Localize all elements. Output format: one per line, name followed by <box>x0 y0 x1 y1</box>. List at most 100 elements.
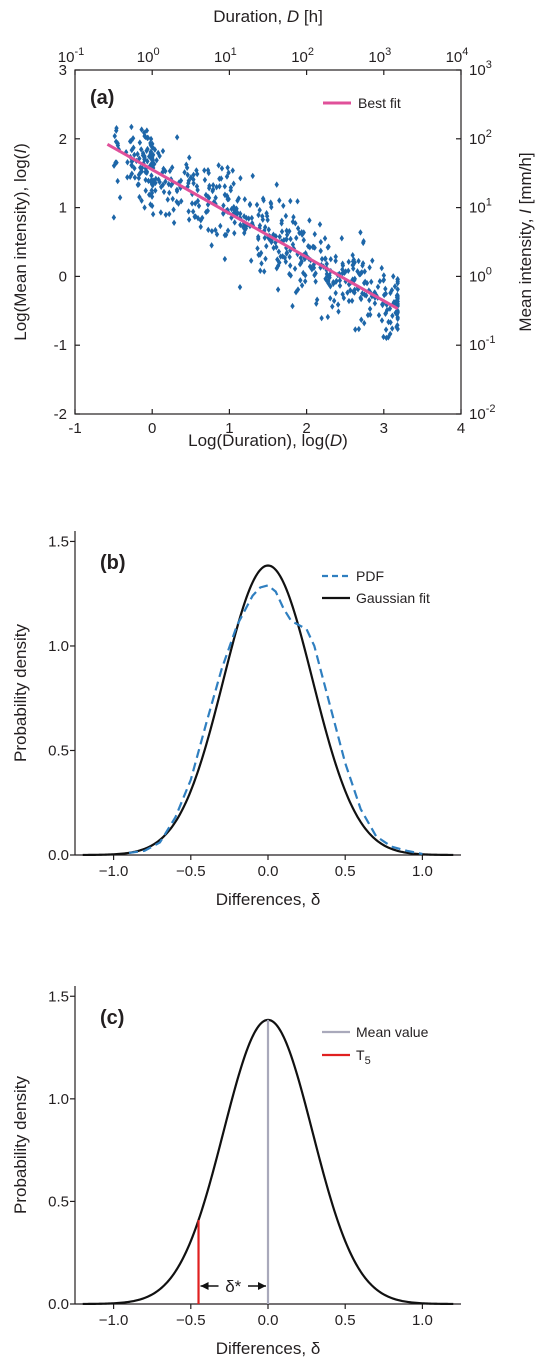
x-tick-label: 1.0 <box>412 1312 433 1329</box>
data-point <box>194 167 199 174</box>
data-point <box>381 277 386 284</box>
data-point <box>263 255 268 262</box>
x2-tick-label: 102 <box>291 46 314 66</box>
y-tick-label: 3 <box>59 62 67 79</box>
data-point <box>387 305 393 312</box>
data-point <box>231 203 237 211</box>
y2-axis-label: Mean intensity, I [mm/h] <box>516 152 535 331</box>
data-point <box>392 283 398 290</box>
data-point <box>362 278 368 286</box>
data-point <box>358 270 363 278</box>
data-point <box>137 193 142 201</box>
data-point <box>261 197 266 204</box>
data-point <box>158 183 164 191</box>
data-point <box>314 300 319 307</box>
data-point <box>370 257 375 264</box>
data-point <box>333 289 338 297</box>
data-point <box>340 266 345 273</box>
data-point <box>135 150 140 158</box>
data-point <box>383 309 389 317</box>
data-point <box>236 195 241 202</box>
data-point <box>326 243 331 250</box>
data-point <box>148 135 154 143</box>
data-point <box>341 294 347 302</box>
delta-arrow-left-head <box>200 1282 209 1290</box>
data-point <box>205 207 210 215</box>
data-point <box>264 242 269 250</box>
data-point <box>307 217 312 224</box>
data-point <box>206 184 212 192</box>
best-fit-line <box>106 142 399 311</box>
data-point <box>218 222 223 230</box>
data-point <box>170 195 175 203</box>
data-point <box>283 258 288 266</box>
data-point <box>171 206 176 213</box>
data-point <box>381 272 387 279</box>
data-point <box>295 198 300 205</box>
data-point <box>318 238 324 246</box>
data-point <box>346 267 351 275</box>
data-point <box>362 268 367 275</box>
data-point <box>174 187 180 195</box>
data-point <box>358 294 363 302</box>
data-point <box>283 212 289 220</box>
data-point <box>211 198 217 206</box>
y-tick-label: 1.5 <box>48 988 69 1005</box>
x2-tick-label: 10-1 <box>58 46 84 66</box>
data-point <box>149 179 154 186</box>
y-tick-label: 2 <box>59 131 67 148</box>
data-point <box>232 219 237 226</box>
data-point <box>187 154 192 161</box>
data-point <box>288 262 293 269</box>
data-point <box>390 312 395 319</box>
y-tick-label: -1 <box>54 337 67 354</box>
data-point <box>281 236 287 244</box>
data-point <box>375 283 381 291</box>
data-point <box>256 233 261 241</box>
data-point <box>383 326 389 333</box>
data-point <box>206 169 211 177</box>
x2-tick-label: 104 <box>446 46 469 66</box>
data-point <box>174 134 180 141</box>
x-tick-label: 0.5 <box>335 863 356 880</box>
data-point <box>225 195 230 203</box>
data-point <box>386 318 391 326</box>
data-point <box>114 127 119 134</box>
data-point <box>367 305 373 313</box>
data-point <box>221 202 226 209</box>
panel-b: −1.0 −0.5 0.0 0.5 1.0 0.0 0.5 1.0 1.5 (b) PDF Gauss… <box>48 531 461 880</box>
data-point <box>331 297 337 305</box>
x-tick-label: 0 <box>148 420 156 437</box>
x-tick-label: 2 <box>302 420 310 437</box>
data-point <box>140 152 146 159</box>
data-point <box>337 282 343 289</box>
x-axis-label: Differences, δ <box>216 890 321 909</box>
x-tick-label: 0.0 <box>258 1312 279 1329</box>
data-point <box>335 301 341 308</box>
data-point <box>249 214 255 222</box>
y2-tick-label: 102 <box>469 128 492 148</box>
data-point <box>184 161 189 168</box>
data-point <box>167 189 172 196</box>
data-point <box>395 325 400 333</box>
data-point <box>303 272 308 279</box>
data-point <box>274 265 279 272</box>
data-point <box>230 167 235 174</box>
y-tick-label: 0 <box>59 268 67 285</box>
data-point <box>395 286 400 293</box>
data-point <box>279 228 285 235</box>
data-point <box>244 214 249 222</box>
data-point <box>194 183 200 190</box>
data-point <box>291 213 296 221</box>
data-point <box>228 187 233 194</box>
data-point <box>111 214 117 221</box>
data-point <box>352 259 357 266</box>
data-point <box>148 141 153 149</box>
data-point <box>307 244 313 251</box>
data-point <box>200 214 205 222</box>
data-point <box>149 193 155 200</box>
panel-c: −1.0 −0.5 0.0 0.5 1.0 0.0 0.5 1.0 1.5 (c) δ* Mean v… <box>48 986 461 1329</box>
data-point <box>262 224 268 231</box>
